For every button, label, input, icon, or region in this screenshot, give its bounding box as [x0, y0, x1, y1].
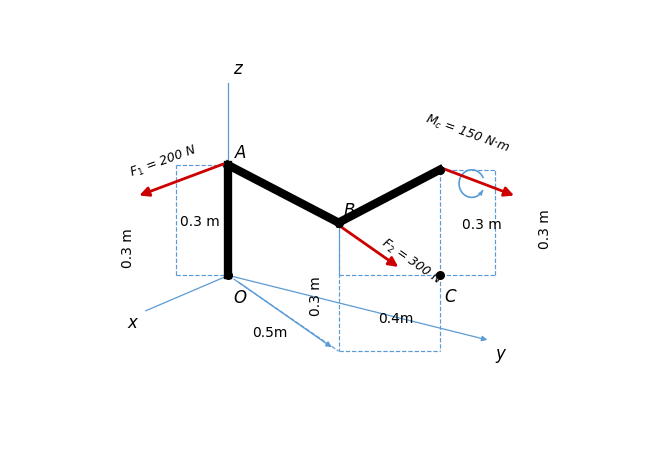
Text: B: B	[343, 202, 355, 220]
Text: $F_1$ = 200 N: $F_1$ = 200 N	[128, 142, 199, 181]
Text: z: z	[233, 60, 242, 78]
Text: x: x	[128, 314, 138, 332]
Text: C: C	[444, 288, 456, 306]
Text: y: y	[496, 345, 506, 363]
Text: 0.4m: 0.4m	[378, 312, 413, 326]
Text: $F_2$ = 300 N: $F_2$ = 300 N	[377, 235, 444, 288]
Text: 0.3 m: 0.3 m	[180, 215, 220, 229]
Point	[434, 272, 445, 279]
Point	[333, 219, 344, 226]
Text: 0.3 m: 0.3 m	[309, 276, 323, 316]
Text: $M_c$ = 150 N$\cdot$m: $M_c$ = 150 N$\cdot$m	[423, 112, 512, 156]
Point	[434, 166, 445, 174]
Text: O: O	[233, 289, 246, 307]
Point	[223, 272, 234, 279]
Point	[223, 162, 234, 169]
Text: 0.3 m: 0.3 m	[122, 228, 136, 268]
Text: 0.3 m: 0.3 m	[538, 210, 552, 249]
Text: A: A	[234, 144, 246, 162]
Text: 0.3 m: 0.3 m	[462, 218, 502, 232]
Text: 0.5m: 0.5m	[252, 326, 287, 340]
